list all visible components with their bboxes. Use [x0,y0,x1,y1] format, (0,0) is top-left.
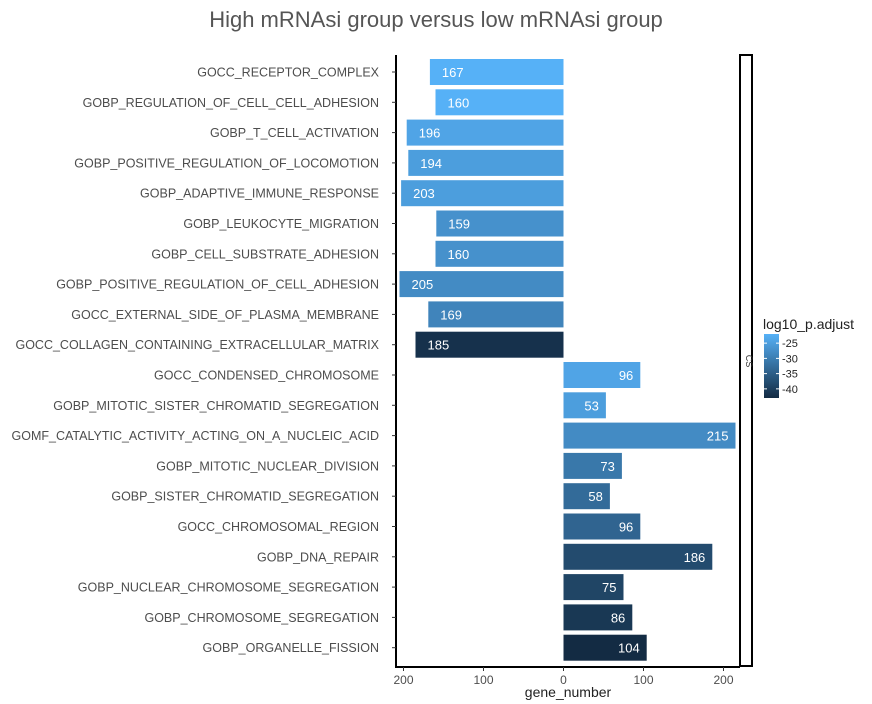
bar [435,240,564,267]
category-label: GOBP_MITOTIC_NUCLEAR_DIVISION [156,459,379,473]
bar [436,210,564,237]
bar [435,89,564,116]
category-label: GOBP_CHROMOSOME_SEGREGATION [144,611,379,625]
bar [563,422,736,449]
bar-value-labels: 167 160 196 194 203 159 160 205 169 185 96 53 215 73 5… [412,65,729,656]
category-label: GOMF_CATALYTIC_ACTIVITY_ACTING_ON_A_NUCL… [12,429,379,443]
bar-value-label: 215 [707,429,729,444]
category-label: GOBP_MITOTIC_SISTER_CHROMATID_SEGREGATIO… [53,399,379,413]
x-tick-label: 100 [633,673,653,687]
bar [563,392,606,419]
category-label: GOCC_EXTERNAL_SIDE_OF_PLASMA_MEMBRANE [71,308,379,322]
x-tick-label: 200 [393,673,413,687]
bar-value-label: 186 [684,550,706,565]
legend-tick-label: -30 [782,353,798,365]
bar-value-label: 167 [442,65,464,80]
bar [399,271,564,298]
bar [563,574,624,601]
axes [392,55,740,668]
legend: log10_p.adjust -25 -30 -35 -40 [763,316,854,398]
bar-value-label: 203 [413,186,435,201]
bar-value-label: 96 [619,368,633,383]
category-label: GOBP_ADAPTIVE_IMMUNE_RESPONSE [140,187,379,201]
bar [563,452,622,479]
bar [415,331,564,358]
bar-value-label: 104 [618,641,640,656]
category-label: GOBP_T_CELL_ACTIVATION [210,126,379,140]
category-label: GOCC_CHROMOSOMAL_REGION [178,520,379,534]
category-label: GOCC_CONDENSED_CHROMOSOME [154,369,379,383]
category-label: GOBP_CELL_SUBSTRATE_ADHESION [151,247,379,261]
category-labels: GOCC_RECEPTOR_COMPLEX GOBP_REGULATION_OF_… [12,66,380,656]
bar [563,634,647,661]
bar [428,301,564,328]
facet-strip-label: CS [744,355,754,368]
legend-tick-label: -40 [782,384,798,396]
bar-value-label: 73 [600,459,614,474]
bar-value-label: 196 [419,126,441,141]
category-label: GOBP_SISTER_CHROMATID_SEGREGATION [111,490,379,504]
bar [563,483,610,510]
category-label: GOBP_REGULATION_OF_CELL_CELL_ADHESION [83,96,379,110]
chart-title: High mRNAsi group versus low mRNAsi grou… [209,7,663,32]
bar-value-label: 185 [428,338,450,353]
bar [563,604,633,631]
bar-value-label: 159 [448,217,470,232]
legend-colorbar [764,334,779,398]
bar-value-label: 160 [448,247,470,262]
bar-value-label: 205 [412,277,434,292]
bar-value-label: 96 [619,520,633,535]
legend-tick-label: -35 [782,369,798,381]
category-label: GOBP_NUCLEAR_CHROMOSOME_SEGREGATION [78,581,379,595]
facet-strip-box [739,54,753,667]
facet-strip: CS [739,54,754,667]
x-tick-label: 200 [713,673,733,687]
bar-value-label: 160 [448,95,470,110]
bar-value-label: 58 [588,489,602,504]
bar-value-label: 86 [611,610,625,625]
category-label: GOBP_DNA_REPAIR [257,550,379,564]
bar-value-label: 75 [602,580,616,595]
bar [563,362,641,388]
bar [408,149,564,176]
x-tick-label: 0 [560,673,567,687]
category-label: GOBP_POSITIVE_REGULATION_OF_LOCOMOTION [74,156,379,170]
category-label: GOCC_RECEPTOR_COMPLEX [197,66,379,80]
x-tick-labels: 200 100 0 100 200 [393,667,734,687]
bars [399,59,736,661]
category-label: GOBP_LEUKOCYTE_MIGRATION [183,217,379,231]
category-label: GOCC_COLLAGEN_CONTAINING_EXTRACELLULAR_M… [15,338,379,352]
category-label: GOBP_POSITIVE_REGULATION_OF_CELL_ADHESIO… [56,278,379,292]
x-tick-label: 100 [473,673,493,687]
bar-value-label: 53 [584,398,598,413]
bar [563,513,641,540]
bar [429,59,564,85]
x-axis-title: gene_number [525,684,612,700]
category-label: GOBP_ORGANELLE_FISSION [203,641,379,655]
bar-value-label: 169 [440,307,462,322]
bar [563,543,713,570]
bar [406,119,564,146]
legend-tick-label: -25 [782,338,798,350]
legend-title: log10_p.adjust [763,316,854,332]
bar-value-label: 194 [420,156,442,171]
bar [401,180,564,207]
